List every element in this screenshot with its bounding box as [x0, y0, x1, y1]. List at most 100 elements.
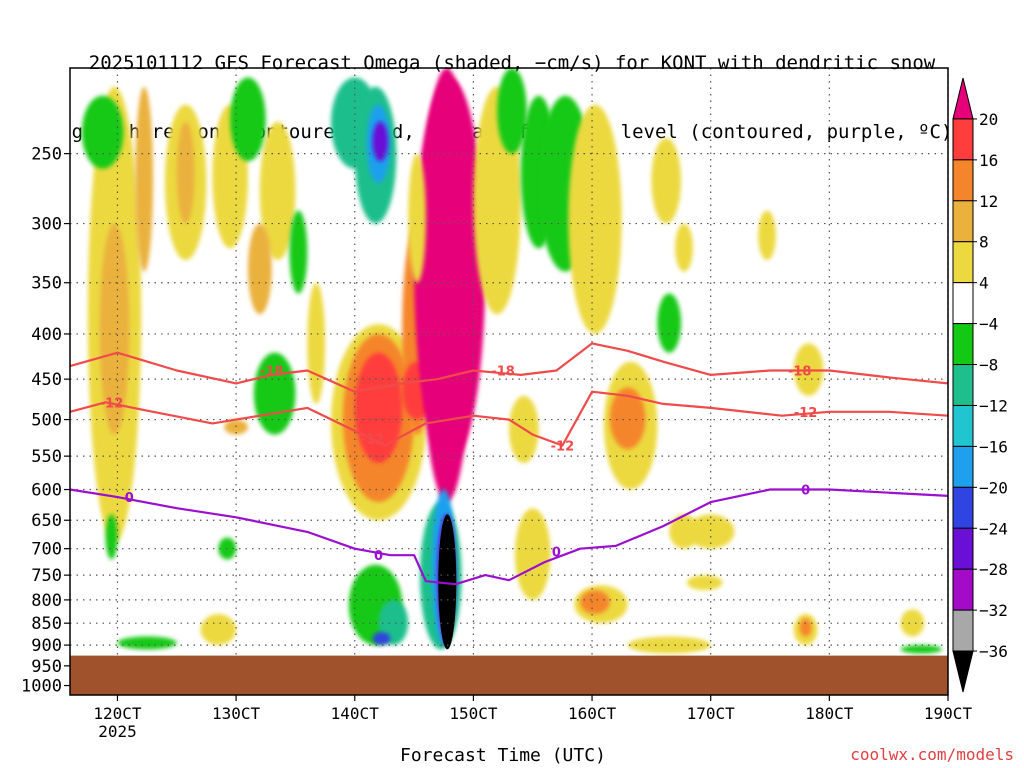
contour-line	[69, 390, 949, 447]
colorbar-label: −16	[979, 437, 1008, 456]
contour-label: -18	[491, 365, 515, 380]
plot-frame	[69, 67, 949, 696]
omega-blob	[568, 104, 622, 334]
y-tick-label: 950	[31, 657, 62, 677]
colorbar-cell	[952, 241, 974, 284]
colorbar-label: −4	[979, 315, 998, 334]
colorbar-cell	[952, 118, 974, 161]
contour-line	[69, 488, 949, 586]
omega-blob	[686, 575, 723, 591]
omega-blob	[420, 68, 474, 503]
colorbar-cell	[952, 445, 974, 488]
omega-blob	[514, 508, 551, 600]
colorbar: 20 16 12 8 4 −4 −8 −12 −16 −20 −24 −28 −32 −36	[952, 77, 1008, 693]
contour-label: -12	[551, 440, 575, 455]
omega-blob	[135, 86, 154, 272]
colorbar-label: −24	[979, 519, 1008, 538]
colorbar-cell	[952, 568, 974, 611]
omega-shading	[81, 68, 943, 654]
colorbar-cell	[952, 200, 974, 243]
x-sublabel: 2025	[98, 722, 137, 741]
omega-blob	[230, 77, 266, 162]
omega-blob	[609, 387, 646, 450]
colorbar-label: 20	[979, 110, 998, 129]
x-tick-label: 140CT	[331, 704, 380, 723]
omega-blob	[372, 121, 388, 162]
omega-blob	[259, 121, 296, 261]
omega-blob	[408, 153, 426, 283]
contour-label: -12	[100, 396, 124, 411]
omega-blob	[372, 632, 391, 646]
omega-blob	[675, 223, 693, 272]
y-tick-label: 350	[31, 274, 62, 294]
omega-blob	[686, 514, 735, 549]
contour-label: -18	[260, 365, 284, 380]
x-tick-label: 120CT	[93, 704, 142, 723]
omega-blob	[200, 614, 237, 646]
contour-label: 0	[125, 491, 134, 506]
omega-blob	[657, 293, 682, 353]
contour-label: -12	[361, 432, 385, 447]
y-tick-label: 450	[31, 370, 62, 390]
omega-blob	[176, 121, 195, 224]
contour-label: 0	[552, 545, 561, 560]
y-tick-label: 700	[31, 540, 62, 560]
y-tick-label: 400	[31, 325, 62, 345]
omega-blob	[117, 636, 177, 650]
x-tick-label: 150CT	[449, 704, 498, 723]
omega-blob	[224, 419, 248, 435]
colorbar-cell	[952, 323, 974, 366]
omega-blob	[497, 68, 527, 154]
y-tick-label: 500	[31, 411, 62, 431]
colorbar-label: −8	[979, 356, 998, 375]
colorbar-label: 16	[979, 151, 998, 170]
omega-core	[438, 514, 457, 650]
colorbar-cell	[952, 527, 974, 570]
x-tick-label: 160CT	[568, 704, 617, 723]
y-tick-label: 1000	[21, 677, 62, 697]
colorbar-label: −20	[979, 478, 1008, 497]
colorbar-label: −36	[979, 642, 1008, 661]
omega-blob	[900, 609, 925, 637]
contour-line	[69, 342, 949, 393]
colorbar-cell	[952, 77, 974, 120]
x-tick-label: 130CT	[212, 704, 261, 723]
omega-blob	[81, 95, 124, 169]
y-tick-label: 600	[31, 481, 62, 501]
x-tick-label: 190CT	[924, 704, 973, 723]
omega-blob	[580, 590, 610, 615]
colorbar-cell	[952, 404, 974, 447]
contour-label: 0	[374, 549, 383, 564]
omega-blob	[307, 282, 326, 404]
y-tick-label: 550	[31, 447, 62, 467]
colorbar-label: −28	[979, 560, 1008, 579]
colorbar-label: 4	[979, 274, 989, 293]
x-tick-label: 180CT	[805, 704, 854, 723]
omega-blob	[99, 223, 130, 435]
y-tick-label: 850	[31, 614, 62, 634]
y-tick-label: 250	[31, 145, 62, 165]
omega-blob	[651, 137, 682, 224]
colorbar-label: −12	[979, 396, 1008, 415]
x-tick-label: 170CT	[687, 704, 736, 723]
colorbar-label: −32	[979, 601, 1008, 620]
y-tick-label: 900	[31, 636, 62, 656]
y-tick-label: 800	[31, 591, 62, 611]
colorbar-label: 12	[979, 192, 998, 211]
omega-blob	[105, 514, 118, 560]
colorbar-cell	[952, 159, 974, 202]
omega-blob	[247, 223, 272, 315]
ground-fill	[70, 655, 948, 695]
colorbar-cell	[952, 486, 974, 529]
omega-blob	[354, 352, 403, 464]
credit-text: coolwx.com/models	[850, 745, 1014, 764]
contour-label: -18	[788, 365, 812, 380]
colorbar-label: 8	[979, 233, 989, 252]
contour-label: -12	[794, 406, 818, 421]
x-axis: 120CT 130CT 140CT 150CT 160CT 170CT 180CT 190CT…	[93, 695, 972, 741]
temperature-contours: -18 -18 -18 -12 -12 -12 -12 0 0 0 0	[69, 342, 949, 586]
y-axis: 2503003504004505005506006507007508008509…	[21, 145, 70, 697]
contour-label: 0	[801, 484, 810, 499]
omega-blob	[799, 618, 812, 637]
